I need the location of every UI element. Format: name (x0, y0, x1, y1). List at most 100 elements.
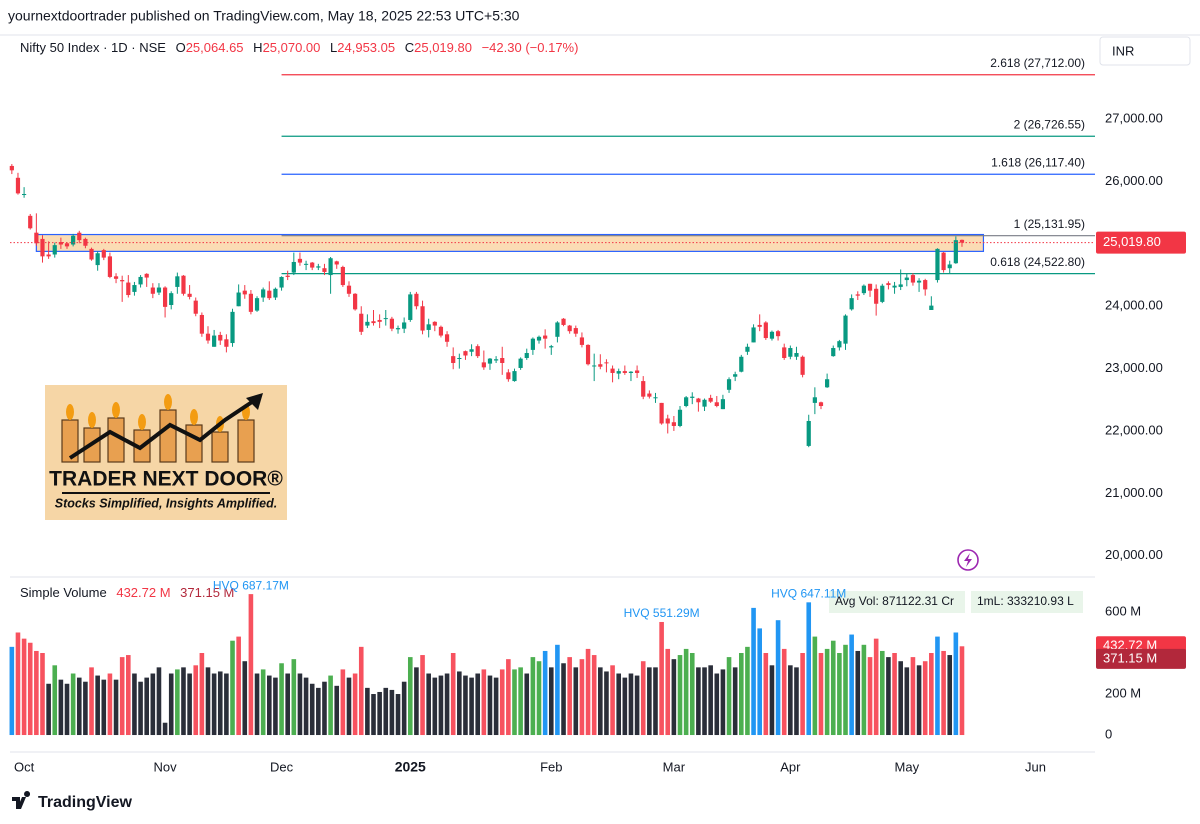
volume-bar (542, 650, 548, 736)
volume-bar (499, 669, 505, 736)
candle-body (395, 328, 401, 330)
volume-bar (70, 673, 76, 736)
volume-bar (922, 661, 928, 736)
volume-bar (144, 677, 149, 736)
volume-bar (935, 636, 940, 736)
candle-body (855, 294, 860, 296)
candle-body (610, 368, 615, 373)
candle-body (236, 292, 241, 307)
candle-body (64, 243, 70, 247)
volume-bar (395, 694, 401, 736)
volume-bar (371, 694, 376, 736)
volume-bar (585, 648, 591, 736)
volume-bar (659, 621, 664, 736)
candle-body (89, 248, 94, 260)
volume-bar (291, 659, 297, 736)
volume-bar (328, 675, 333, 736)
volume-bar (450, 653, 456, 736)
candle-body (40, 238, 45, 257)
volume-bar (769, 665, 775, 736)
volume-bar (781, 648, 787, 736)
candle-body (555, 322, 560, 337)
volume-bar (101, 679, 107, 736)
volume-bar (604, 671, 609, 736)
volume-bar (910, 657, 916, 736)
volume-bar (739, 653, 744, 736)
volume-bar (879, 650, 885, 736)
note-box (971, 591, 1083, 613)
volume-bar (64, 683, 70, 736)
footer-brand: TradingView (38, 794, 133, 811)
candle-body (536, 336, 542, 341)
candle-body (242, 290, 247, 295)
candle-body (389, 318, 394, 329)
candle-body (359, 313, 364, 332)
volume-bar (89, 667, 94, 736)
candle-body (101, 250, 106, 258)
candle-body (634, 370, 640, 373)
volume-bar (598, 667, 603, 736)
volume-bar (788, 665, 793, 736)
candle-body (28, 215, 33, 229)
candle-body (598, 364, 603, 367)
level-label: 1 (25,131.95) (1014, 217, 1085, 231)
volume-bar (150, 673, 156, 736)
x-tick-label: Apr (780, 759, 801, 774)
volume-bar (316, 687, 321, 736)
volume-bar (126, 655, 131, 736)
candle-body (15, 177, 21, 194)
volume-bar (714, 673, 720, 736)
candle-body (947, 264, 952, 269)
price-legend: Nifty 50 Index · 1D · NSE O25,064.65 H25… (20, 40, 578, 55)
logo-arrow (68, 398, 257, 460)
candle-body (169, 293, 174, 305)
volume-bar (512, 669, 517, 736)
volume-bar (113, 679, 119, 736)
candle-body (248, 293, 254, 312)
currency[interactable]: INR (1112, 43, 1134, 58)
candle-body (653, 397, 658, 399)
candle-body (71, 235, 76, 245)
volume-bar (322, 681, 327, 736)
currency-box[interactable] (1099, 36, 1191, 66)
volume-bar (634, 675, 640, 736)
candle-body (592, 365, 597, 367)
symbol: Nifty 50 Index · 1D · NSE (20, 40, 166, 55)
header: yournextdoortrader published on TradingV… (8, 8, 520, 24)
candle-body (120, 280, 125, 282)
legend-value: 24,953.05 (337, 40, 395, 55)
volume-bar (475, 673, 481, 736)
candle-body (285, 275, 290, 277)
candle-body (46, 254, 51, 257)
x-tick-label: Dec (270, 759, 294, 774)
candle-body (702, 399, 707, 407)
volume-bar (193, 665, 199, 736)
volume-bar (334, 685, 340, 736)
candle-body (782, 347, 787, 359)
volume-bar (365, 687, 370, 736)
candle-body (132, 285, 137, 292)
candle-body (812, 397, 817, 403)
alert-icon[interactable] (957, 549, 979, 571)
volume-bar (138, 681, 143, 736)
volume-bar (610, 665, 615, 736)
legend-value: 25,019.80 (414, 40, 472, 55)
volume-tick-label: 600 M (1105, 603, 1141, 618)
volume-bar (199, 653, 205, 736)
volume-bar (561, 663, 566, 736)
candle-body (775, 331, 781, 337)
volume-bar (175, 669, 180, 736)
candle-body (696, 398, 701, 403)
volume-bar (285, 673, 290, 736)
candle-body (677, 409, 683, 426)
volume-bar (27, 642, 33, 736)
volume-bar (873, 638, 879, 736)
volume-bar (493, 677, 499, 736)
candle-body (481, 362, 486, 368)
volume-bar (224, 673, 229, 736)
legend-value: 25,064.65 (186, 40, 244, 55)
last-price-badge (1096, 231, 1186, 254)
volume-bar (591, 655, 597, 736)
candle-body (21, 194, 27, 196)
